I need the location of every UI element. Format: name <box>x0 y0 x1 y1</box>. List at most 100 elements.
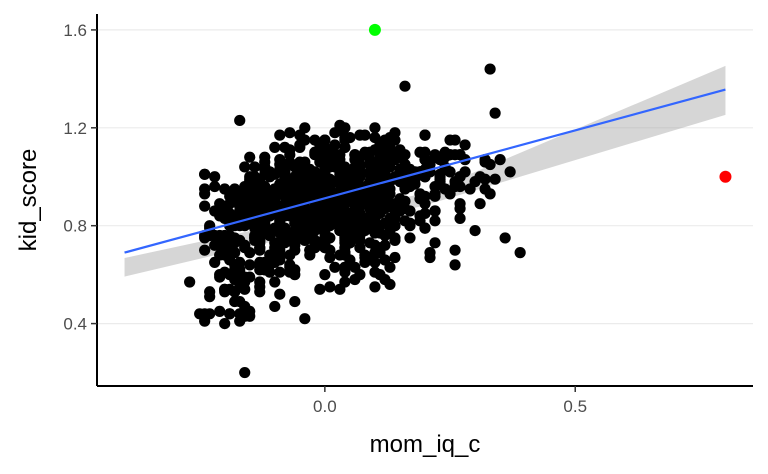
data-point <box>359 146 371 158</box>
data-point <box>314 200 326 212</box>
data-point <box>414 210 426 222</box>
data-point <box>274 244 286 256</box>
y-axis-title: kid_score <box>15 149 42 252</box>
data-point <box>199 200 211 212</box>
data-point <box>214 271 226 283</box>
data-point <box>389 251 401 264</box>
data-point <box>289 171 301 183</box>
data-point <box>229 237 241 249</box>
data-point <box>479 183 491 195</box>
data-point <box>374 220 386 232</box>
data-point <box>244 310 256 322</box>
data-point <box>304 222 316 234</box>
data-point <box>379 134 391 146</box>
data-point <box>334 178 346 190</box>
confidence-band <box>124 65 726 277</box>
data-point <box>339 141 351 153</box>
data-point <box>449 259 461 271</box>
data-point <box>424 251 436 264</box>
data-point <box>449 134 461 146</box>
x-axis-title: mom_iq_c <box>370 431 481 458</box>
data-point <box>274 188 286 200</box>
data-point <box>244 151 256 163</box>
data-point <box>364 166 376 178</box>
data-point <box>334 283 346 295</box>
data-point <box>289 212 301 224</box>
data-point <box>234 114 246 127</box>
data-point <box>229 273 241 286</box>
data-point <box>284 127 296 139</box>
data-point <box>354 158 366 171</box>
data-point <box>294 158 306 171</box>
data-point <box>354 129 366 141</box>
data-point <box>389 134 401 146</box>
data-point <box>299 178 311 190</box>
data-point <box>464 183 476 195</box>
data-point <box>429 190 441 202</box>
data-point <box>199 244 211 256</box>
data-point <box>214 305 226 317</box>
data-point <box>224 254 236 266</box>
data-point <box>449 244 461 256</box>
data-point <box>314 283 326 295</box>
data-point <box>214 229 226 242</box>
highlight-point <box>368 23 381 36</box>
data-point <box>259 222 271 234</box>
data-point <box>204 286 216 298</box>
data-point <box>394 146 406 158</box>
data-point <box>454 212 466 224</box>
data-point <box>389 205 401 217</box>
data-point <box>384 261 396 273</box>
data-point <box>339 237 351 249</box>
data-point <box>354 234 366 246</box>
data-point <box>429 205 441 217</box>
data-point <box>479 154 491 166</box>
data-point <box>254 190 266 202</box>
data-point <box>344 222 356 234</box>
regression-line <box>124 88 726 254</box>
data-point <box>319 185 331 198</box>
data-point <box>319 146 331 158</box>
data-point <box>354 193 366 205</box>
data-point <box>224 308 236 320</box>
data-point <box>379 239 391 251</box>
data-point <box>239 161 251 173</box>
data-point <box>379 166 391 178</box>
data-point <box>254 237 266 249</box>
data-point <box>294 129 306 141</box>
data-point <box>324 173 336 185</box>
data-point <box>349 149 361 161</box>
data-point <box>329 200 341 212</box>
data-point <box>289 229 301 242</box>
data-point <box>369 266 381 278</box>
data-point <box>329 127 341 139</box>
data-point <box>274 129 286 141</box>
y-tick-label: 0.4 <box>63 315 87 334</box>
data-point <box>214 198 226 210</box>
data-point <box>279 198 291 210</box>
data-point <box>404 220 416 232</box>
data-point <box>184 276 196 288</box>
data-point <box>499 232 511 244</box>
data-point <box>284 149 296 161</box>
data-point <box>419 129 431 141</box>
data-point <box>304 249 316 261</box>
data-point <box>269 141 281 153</box>
data-point <box>419 222 431 234</box>
data-point <box>199 168 211 180</box>
data-point <box>199 183 211 195</box>
data-point <box>389 234 401 246</box>
data-point <box>344 254 356 266</box>
data-point <box>274 266 286 278</box>
data-point <box>244 200 256 212</box>
data-point <box>404 205 416 217</box>
data-points <box>184 63 526 379</box>
data-point <box>284 266 296 278</box>
data-point <box>319 269 331 281</box>
data-point <box>369 281 381 293</box>
data-point <box>219 317 231 330</box>
data-point <box>484 63 496 75</box>
data-point <box>339 131 351 144</box>
data-point <box>409 173 421 185</box>
data-point <box>354 269 366 281</box>
